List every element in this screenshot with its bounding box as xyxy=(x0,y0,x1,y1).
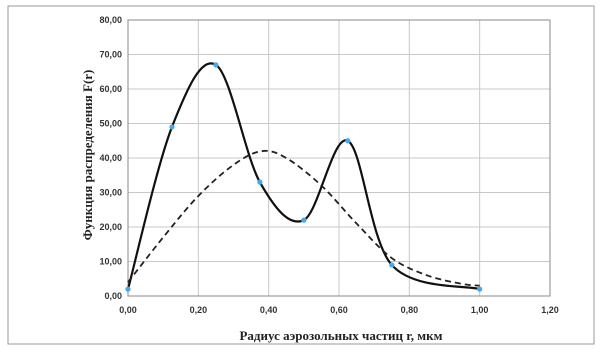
chart-border xyxy=(7,5,595,345)
plot-area-frame xyxy=(127,19,551,297)
data-point xyxy=(169,124,175,130)
y-tick-label: 20,00 xyxy=(99,222,122,232)
x-axis-label: Радиус аэрозольных частиц r, мкм xyxy=(239,328,442,343)
y-tick-label: 10,00 xyxy=(99,257,122,267)
x-tick-label: 1,20 xyxy=(541,305,559,315)
x-tick-label: 0,60 xyxy=(330,305,348,315)
data-point xyxy=(213,62,219,68)
x-tick-labels: 0,00 0,20 0,40 0,60 0,80 1,00 1,20 xyxy=(119,305,559,315)
x-tick-label: 0,80 xyxy=(401,305,419,315)
series-line-dashed xyxy=(127,149,480,287)
x-tick-label: 0,40 xyxy=(260,305,278,315)
x-tick-label: 0,00 xyxy=(119,305,137,315)
y-tick-label: 50,00 xyxy=(99,119,122,129)
y-axis-label: Функция распределения F(r) xyxy=(80,70,95,241)
y-tick-label: 80,00 xyxy=(99,15,122,25)
data-point xyxy=(345,138,351,144)
x-tick-label: 0,20 xyxy=(190,305,208,315)
y-tick-label: 30,00 xyxy=(99,188,122,198)
series-group xyxy=(125,62,483,292)
y-tick-label: 0,00 xyxy=(104,291,122,301)
gridlines xyxy=(127,19,551,297)
y-tick-label: 40,00 xyxy=(99,153,122,163)
y-tick-label: 70,00 xyxy=(99,50,122,60)
data-point xyxy=(257,179,263,185)
data-point xyxy=(477,286,483,292)
data-point xyxy=(125,286,131,292)
data-point xyxy=(389,262,395,268)
x-tick-label: 1,00 xyxy=(471,305,489,315)
y-tick-labels: 0,00 10,00 20,00 30,00 40,00 50,00 60,00 70,00 8… xyxy=(99,15,122,301)
data-point xyxy=(301,217,307,223)
y-tick-label: 60,00 xyxy=(99,84,122,94)
